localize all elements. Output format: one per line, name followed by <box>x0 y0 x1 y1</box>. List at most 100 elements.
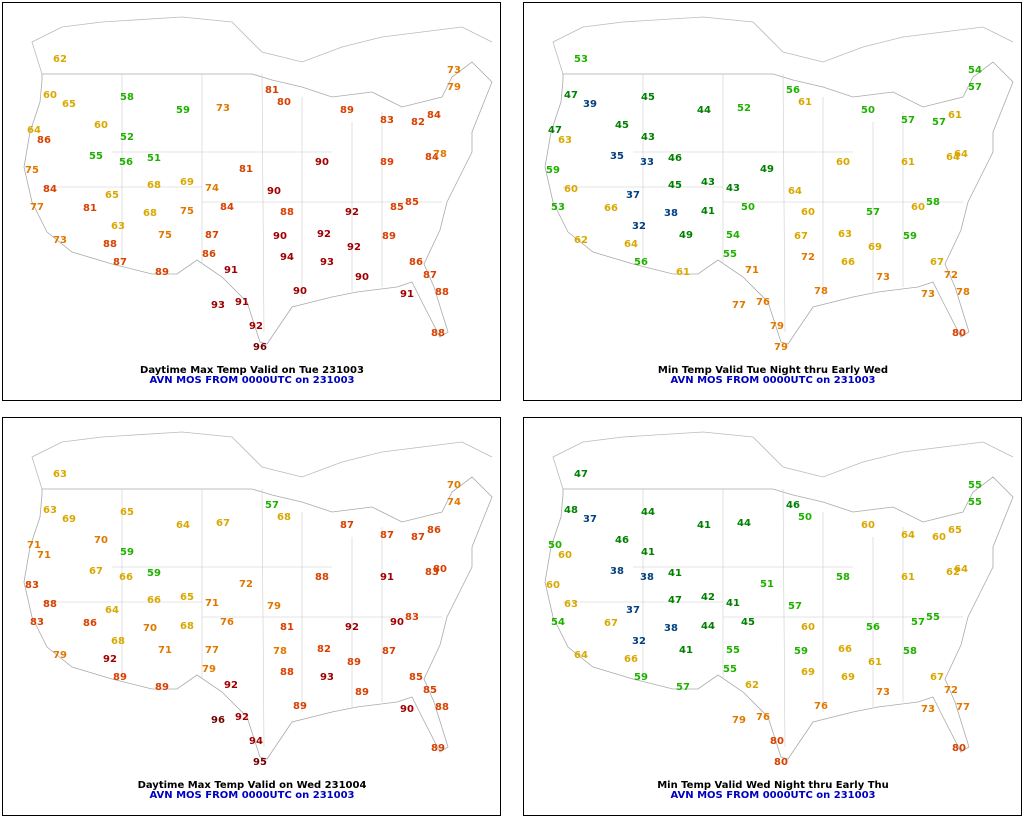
temp-value: 67 <box>794 231 808 242</box>
temp-value: 65 <box>105 190 119 201</box>
temp-value: 83 <box>425 567 439 578</box>
temp-value: 53 <box>574 54 588 65</box>
temp-value: 96 <box>211 715 225 726</box>
temp-value: 68 <box>277 512 291 523</box>
temp-value: 72 <box>944 270 958 281</box>
temp-value: 88 <box>435 287 449 298</box>
temp-value: 94 <box>249 736 263 747</box>
temp-value: 44 <box>641 507 655 518</box>
temp-value: 47 <box>564 90 578 101</box>
temp-value: 60 <box>558 550 572 561</box>
temp-value: 83 <box>380 115 394 126</box>
temp-value: 57 <box>866 207 880 218</box>
temp-value: 84 <box>427 110 441 121</box>
temp-value: 77 <box>205 645 219 656</box>
map-panel: 5347394763596053626664564535333732454346… <box>523 2 1022 401</box>
panel-subtitle: AVN MOS FROM 0000UTC on 231003 <box>670 375 875 386</box>
temp-value: 38 <box>610 566 624 577</box>
temp-value: 92 <box>345 207 359 218</box>
temp-value: 56 <box>786 85 800 96</box>
panel-title: Min Temp Valid Wed Night thru Early Thu <box>657 780 889 791</box>
temp-value: 64 <box>954 564 968 575</box>
temp-value: 77 <box>30 202 44 213</box>
temp-value: 73 <box>921 704 935 715</box>
temp-value: 90 <box>293 286 307 297</box>
temp-value: 87 <box>113 257 127 268</box>
temp-value: 39 <box>583 99 597 110</box>
temp-value: 60 <box>94 120 108 131</box>
temp-value: 89 <box>347 657 361 668</box>
temp-value: 79 <box>774 342 788 353</box>
temp-value: 37 <box>626 190 640 201</box>
temp-value: 90 <box>267 186 281 197</box>
temp-value: 74 <box>205 183 219 194</box>
temp-value: 73 <box>53 235 67 246</box>
temp-value: 87 <box>423 270 437 281</box>
temp-value: 83 <box>30 617 44 628</box>
temp-value: 64 <box>901 530 915 541</box>
temp-value: 65 <box>948 525 962 536</box>
temp-value: 84 <box>43 184 57 195</box>
temp-value: 72 <box>239 579 253 590</box>
temp-value: 54 <box>551 617 565 628</box>
map-panel: 6260656486758477738188876055566563585251… <box>2 2 501 401</box>
temp-value: 59 <box>546 165 560 176</box>
temp-value: 59 <box>120 547 134 558</box>
temp-value: 60 <box>911 202 925 213</box>
panel-frame <box>523 2 1022 401</box>
temp-value: 73 <box>876 272 890 283</box>
temp-value: 77 <box>732 300 746 311</box>
temp-value: 94 <box>280 252 294 263</box>
temp-value: 45 <box>615 120 629 131</box>
temp-value: 38 <box>664 623 678 634</box>
panel-title: Daytime Max Temp Valid on Tue 231003 <box>140 365 364 376</box>
temp-value: 79 <box>732 715 746 726</box>
temp-value: 87 <box>340 520 354 531</box>
temp-value: 67 <box>930 257 944 268</box>
temp-value: 67 <box>216 518 230 529</box>
temp-value: 64 <box>176 520 190 531</box>
temp-value: 42 <box>701 592 715 603</box>
temp-value: 71 <box>745 265 759 276</box>
temp-value: 79 <box>53 650 67 661</box>
temp-value: 49 <box>760 164 774 175</box>
temp-value: 56 <box>634 257 648 268</box>
temp-value: 86 <box>37 135 51 146</box>
temp-value: 77 <box>956 702 970 713</box>
temp-value: 71 <box>158 645 172 656</box>
temp-value: 47 <box>668 595 682 606</box>
temp-value: 76 <box>220 617 234 628</box>
temp-value: 50 <box>548 540 562 551</box>
temp-value: 66 <box>119 572 133 583</box>
temp-value: 90 <box>390 617 404 628</box>
temp-value: 89 <box>380 157 394 168</box>
temp-value: 57 <box>676 682 690 693</box>
map-panel: 4748375060606354646766594638383732444141… <box>523 417 1022 816</box>
temp-value: 93 <box>320 257 334 268</box>
temp-value: 92 <box>317 229 331 240</box>
temp-value: 59 <box>903 231 917 242</box>
temp-value: 88 <box>280 667 294 678</box>
temp-value: 67 <box>604 618 618 629</box>
us-outline <box>544 61 1014 345</box>
temp-value: 71 <box>205 598 219 609</box>
temp-value: 78 <box>956 287 970 298</box>
temp-value: 89 <box>113 672 127 683</box>
temp-value: 37 <box>626 605 640 616</box>
temp-value: 60 <box>861 520 875 531</box>
temp-value: 66 <box>624 654 638 665</box>
temp-value: 85 <box>409 672 423 683</box>
us-outline <box>23 61 493 345</box>
temp-value: 80 <box>774 757 788 768</box>
temp-value: 60 <box>836 157 850 168</box>
temp-value: 81 <box>280 622 294 633</box>
temp-value: 61 <box>901 572 915 583</box>
temp-value: 82 <box>411 117 425 128</box>
temp-value: 62 <box>745 680 759 691</box>
temp-value: 72 <box>801 252 815 263</box>
temp-value: 80 <box>952 328 966 339</box>
temp-value: 45 <box>741 617 755 628</box>
state-line <box>782 488 786 748</box>
temp-value: 44 <box>701 621 715 632</box>
temp-value: 63 <box>558 135 572 146</box>
